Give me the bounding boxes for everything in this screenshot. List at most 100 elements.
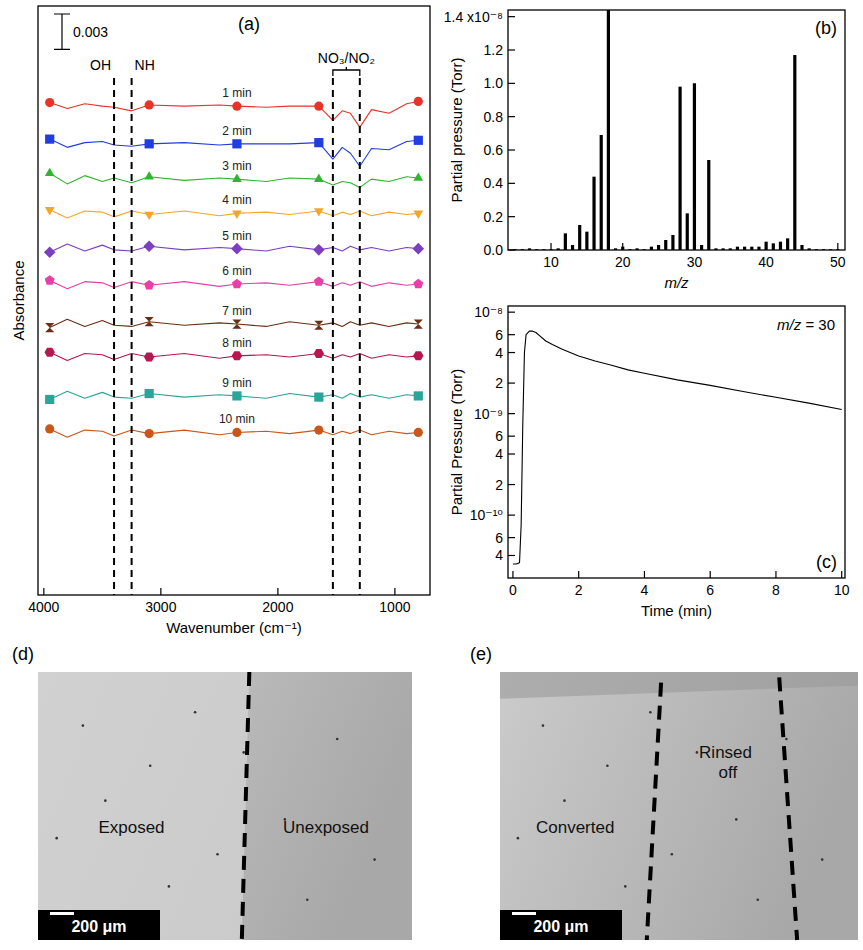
scale-bar-label: 200 μm [71,918,126,935]
y-tick-label: 4 [495,547,503,563]
y-tick [508,116,515,117]
series-label: 4 min [222,193,251,207]
scale-bar [54,14,70,49]
speck [649,711,652,714]
y-tick [508,83,515,84]
data-marker [232,428,241,437]
plot-frame [38,6,430,595]
speck [821,858,824,861]
y-tick-label: 10⁻⁹ [474,406,503,422]
data-marker [45,168,55,176]
data-marker [232,102,241,111]
x-tick [644,571,645,578]
series-label: 6 min [222,264,251,278]
panel: 10203040500.00.20.40.60.81.01.21.4 x10⁻⁸… [444,0,846,291]
y-tick-label: 1.2 [484,42,504,58]
plot-frame [508,306,845,578]
x-tick [841,571,842,578]
annotation-label: m/z = 30 [777,316,835,333]
speck [542,724,545,727]
data-bar [786,238,789,250]
region-label: Unexposed [283,818,369,837]
speck [671,853,674,856]
x-tick-label: 1000 [379,599,410,615]
data-marker [232,319,241,328]
y-tick [508,16,515,17]
boundary-line [242,672,249,940]
series-label: 9 min [222,376,251,390]
y-tick [508,484,515,485]
data-marker [145,429,154,438]
y-tick-label: 1.4 x10⁻⁸ [444,9,503,25]
x-tick [394,588,395,595]
x-axis-title: Time (min) [641,602,712,619]
data-bar [571,245,574,250]
data-line [513,331,842,564]
data-marker [314,208,324,216]
data-marker [45,323,54,332]
data-marker [414,319,423,328]
speck [242,751,245,754]
exposed-region [38,672,249,940]
y-axis-title: Absorbance [10,260,27,340]
y-axis-title: Partial pressure (Torr) [448,57,465,202]
data-bar [779,242,782,250]
data-bar [793,55,796,250]
data-marker [145,389,154,398]
series-label: 5 min [222,229,251,243]
data-marker [314,138,323,147]
scale-bar [50,912,74,915]
x-tick [550,243,551,250]
x-tick [766,243,767,250]
y-tick [508,216,515,217]
x-tick [622,243,623,250]
x-tick [710,571,711,578]
annotation-part: m/z [777,316,802,333]
data-marker [232,279,242,288]
y-tick [508,515,515,516]
speck [168,885,171,888]
figure: 1 min2 min3 min4 min5 min6 min7 min8 min… [0,0,863,950]
speck [785,738,788,741]
panel-label: (e) [470,644,492,664]
series-label: 2 min [222,124,251,138]
micrograph [38,672,412,940]
image-panel: ExposedUnexposed200 μm(d) [12,644,412,940]
speck [82,724,85,727]
panel-label: (d) [12,644,34,664]
panel-label: (c) [816,552,837,572]
data-marker [231,243,243,255]
y-tick [508,352,515,353]
x-axis-title: Wavenumber (cm⁻¹) [166,619,302,636]
speck [735,818,738,821]
data-bar [707,160,710,250]
data-marker [145,100,154,109]
scale-bar-box [500,910,622,940]
x-tick-label: 10 [543,254,559,270]
series-label: 3 min [222,159,251,173]
x-axis-title: m/z [664,274,689,291]
image-panel: ConvertedRinsed off200 μm(e) [470,644,858,940]
data-marker [414,97,423,106]
data-marker [45,348,55,357]
data-marker [45,207,55,215]
plot-area [515,10,838,250]
data-marker [45,98,54,107]
x-tick-label: 8 [772,582,780,598]
x-tick-label: 2000 [262,599,293,615]
data-marker [143,241,155,253]
y-tick-label: 2 [495,375,503,391]
data-bar [686,213,689,250]
data-marker [144,171,154,179]
data-bar [800,245,803,250]
speck [624,885,627,888]
data-marker [45,395,54,404]
data-marker [413,172,423,180]
x-tick-label: 0 [509,582,517,598]
data-marker [45,275,55,284]
region-label: Converted [536,818,614,837]
speck [149,765,152,768]
data-bar [678,87,681,250]
y-tick-label: 0.4 [484,175,504,191]
data-marker [145,317,154,326]
